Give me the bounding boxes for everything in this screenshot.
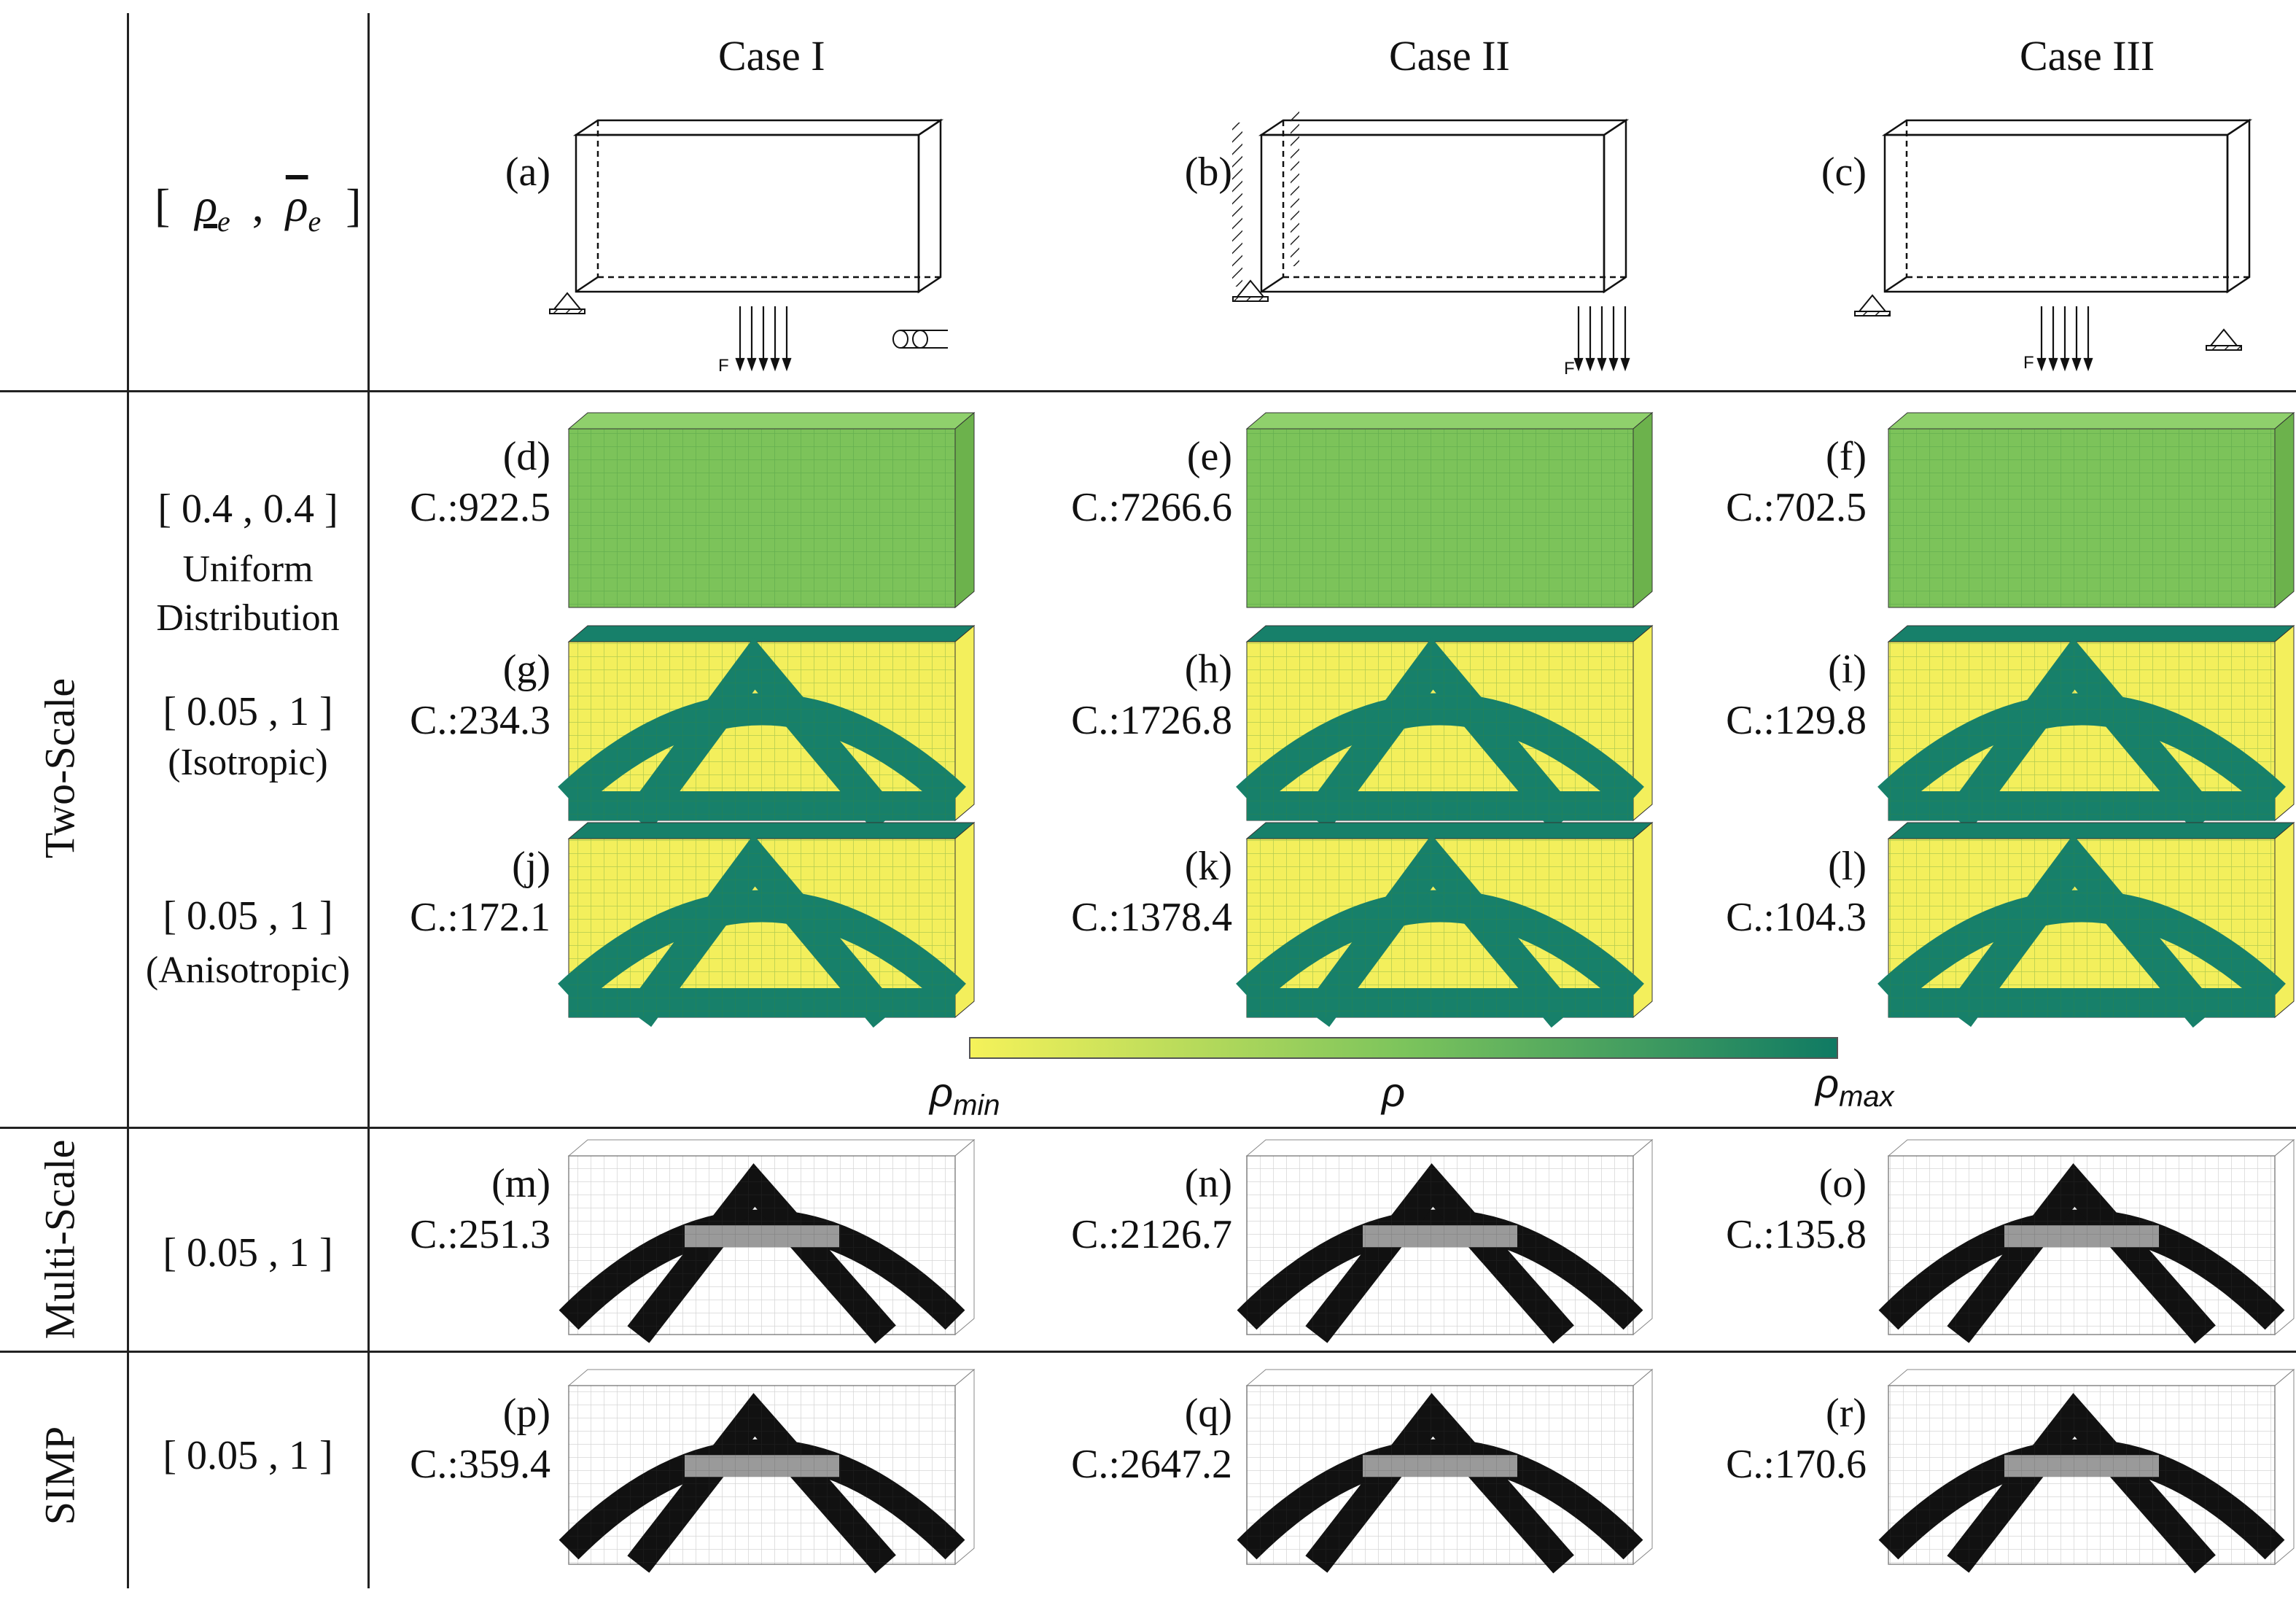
result-f xyxy=(1887,411,2295,609)
bracket-close: ] xyxy=(346,179,362,231)
compliance-n: C.:2126.7 xyxy=(1071,1212,1232,1257)
header-case-1: Case I xyxy=(718,32,825,79)
panel-label-h: (h) xyxy=(1184,647,1232,692)
result-e xyxy=(1245,411,1654,609)
load-arrows-c xyxy=(2036,306,2093,372)
grid-hline-3 xyxy=(0,1351,2296,1353)
compliance-e: C.:7266.6 xyxy=(1071,485,1232,530)
bracket-open: [ xyxy=(155,179,171,231)
panel-label-d: (d) xyxy=(502,434,550,479)
panel-label-n: (n) xyxy=(1184,1161,1232,1206)
upper-bound-sub: e xyxy=(308,204,322,238)
header-case-3: Case III xyxy=(2020,32,2155,79)
row-aniso-bounds: [ 0.05 , 1 ] xyxy=(163,893,333,939)
panel-label-l: (l) xyxy=(1828,844,1867,889)
fixed-wall-b-back xyxy=(1291,109,1299,266)
panel-label-j: (j) xyxy=(512,844,550,889)
row-multi-bounds: [ 0.05 , 1 ] xyxy=(163,1230,333,1275)
panel-label-i: (i) xyxy=(1828,647,1867,692)
roller-support-a xyxy=(892,330,948,349)
compliance-h: C.:1726.8 xyxy=(1071,698,1232,743)
result-k xyxy=(1236,821,1654,1028)
panel-label-m: (m) xyxy=(491,1161,550,1206)
compliance-d: C.:922.5 xyxy=(410,485,550,530)
grid-vline-2 xyxy=(367,13,370,1588)
compliance-l: C.:104.3 xyxy=(1726,895,1867,940)
row-uniform-line2: Distribution xyxy=(156,597,340,639)
compliance-g: C.:234.3 xyxy=(410,698,550,743)
row-iso-bounds: [ 0.05 , 1 ] xyxy=(163,689,333,734)
result-r xyxy=(1878,1368,2295,1574)
compliance-m: C.:251.3 xyxy=(410,1212,550,1257)
compliance-k: C.:1378.4 xyxy=(1071,895,1232,940)
lower-bound-sub: e xyxy=(217,204,230,238)
panel-label-b: (b) xyxy=(1184,149,1232,195)
case-3-schematic xyxy=(1881,118,2253,294)
panel-label-a: (a) xyxy=(505,149,550,195)
result-n xyxy=(1237,1138,1654,1344)
panel-label-f: (f) xyxy=(1826,434,1867,479)
pin-support-b xyxy=(1232,279,1269,302)
result-i xyxy=(1877,624,2295,831)
panel-label-p: (p) xyxy=(502,1391,550,1436)
compliance-p: C.:359.4 xyxy=(410,1442,550,1487)
grid-hline-2 xyxy=(0,1127,2296,1129)
result-g xyxy=(558,624,976,831)
colorbar xyxy=(969,1037,1838,1059)
colorbar-max-label: ρmax xyxy=(1816,1060,1894,1114)
row-aniso-note: (Anisotropic) xyxy=(145,949,351,991)
result-d xyxy=(567,411,976,609)
bound-separator: , xyxy=(252,179,264,231)
result-q xyxy=(1237,1368,1654,1574)
lower-bound-symbol: ρ xyxy=(195,179,218,231)
panel-label-c: (c) xyxy=(1821,149,1867,195)
upper-bound-symbol: ρ xyxy=(285,179,308,231)
colorbar-min-label: ρmin xyxy=(930,1069,1000,1122)
panel-label-k: (k) xyxy=(1184,844,1232,889)
grid-hline-1 xyxy=(0,390,2296,392)
compliance-q: C.:2647.2 xyxy=(1071,1442,1232,1487)
row-simp-bounds: [ 0.05 , 1 ] xyxy=(163,1433,333,1478)
compliance-f: C.:702.5 xyxy=(1726,485,1867,530)
grid-vline-1 xyxy=(127,13,129,1588)
panel-label-g: (g) xyxy=(502,647,550,692)
panel-label-o: (o) xyxy=(1818,1161,1867,1206)
result-p xyxy=(559,1368,976,1574)
row-uniform-line1: Uniform xyxy=(182,548,314,590)
compliance-o: C.:135.8 xyxy=(1726,1212,1867,1257)
panel-label-q: (q) xyxy=(1184,1391,1232,1436)
pin-support-c-left xyxy=(1854,294,1891,316)
load-label-b: F xyxy=(1564,359,1575,378)
load-label-c: F xyxy=(2023,353,2034,373)
header-case-2: Case II xyxy=(1389,32,1510,79)
result-l xyxy=(1877,821,2295,1028)
compliance-r: C.:170.6 xyxy=(1726,1442,1867,1487)
pin-support-a xyxy=(549,292,585,314)
compliance-i: C.:129.8 xyxy=(1726,698,1867,743)
result-m xyxy=(559,1138,976,1344)
load-arrows-b xyxy=(1573,306,1630,372)
case-1-schematic xyxy=(572,118,944,294)
pin-support-c-right xyxy=(2206,328,2242,351)
fixed-wall-b xyxy=(1232,123,1242,287)
load-label-a: F xyxy=(718,356,729,376)
case-2-schematic xyxy=(1258,118,1630,294)
result-o xyxy=(1878,1138,2295,1344)
colorbar-mid-label: ρ xyxy=(1382,1069,1406,1115)
compliance-j: C.:172.1 xyxy=(410,895,550,940)
bounds-header: [ ρe , ρe ] xyxy=(155,182,362,236)
panel-label-r: (r) xyxy=(1826,1391,1867,1436)
panel-label-e: (e) xyxy=(1186,434,1232,479)
load-arrows-a xyxy=(735,306,792,372)
result-j xyxy=(558,821,976,1028)
result-h xyxy=(1236,624,1654,831)
row-uniform-bounds: [ 0.4 , 0.4 ] xyxy=(157,486,338,532)
row-iso-note: (Isotropic) xyxy=(168,742,328,783)
